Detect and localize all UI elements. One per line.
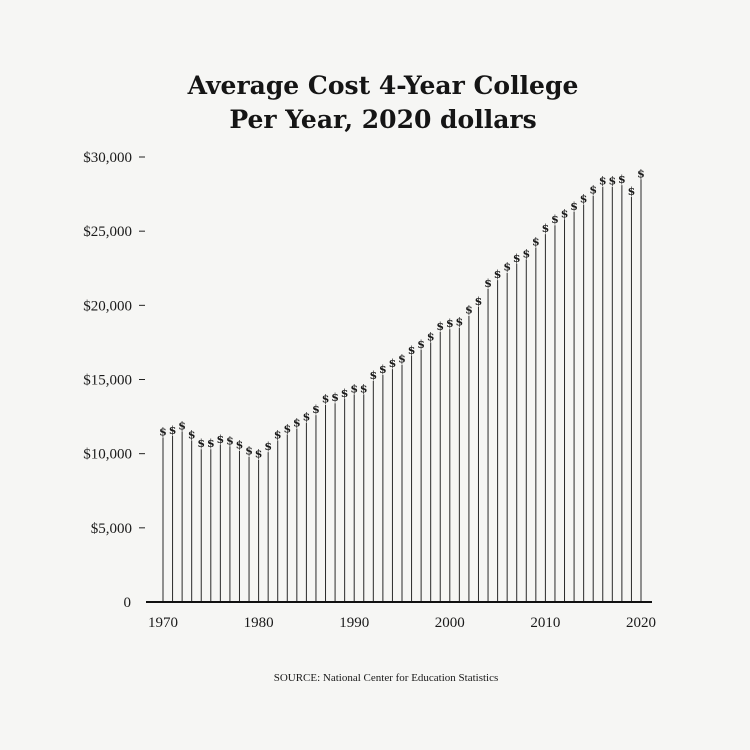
bar-marker-2015: $ — [589, 184, 597, 197]
bar-marker-1971: $ — [169, 424, 177, 437]
y-tick-label: $15,000 — [83, 373, 132, 389]
bar-marker-1976: $ — [217, 433, 225, 446]
x-tick-label: 1990 — [339, 615, 369, 631]
y-tick-label: $30,000 — [83, 150, 132, 166]
bar-marker-2001: $ — [456, 316, 464, 329]
bar-marker-1970: $ — [159, 425, 167, 438]
bar-marker-1975: $ — [207, 437, 215, 450]
bars: $ $ $$$ $ $ $ $ $ $$$ $ $ $$$ $ $ $ $$ $ $ $$ $$$ $ $$$$$$$ $$… — [159, 167, 645, 602]
x-tick-label: 2010 — [530, 615, 560, 631]
bar-marker-2004: $ — [484, 277, 492, 290]
bar-marker-2014: $ — [580, 192, 588, 205]
bar-marker-2011: $ — [551, 213, 559, 226]
bar-marker-1986: $ — [312, 403, 320, 416]
bar-marker-2017: $ — [608, 175, 616, 188]
bar-marker-1996: $ — [408, 344, 416, 357]
x-tick-label: 1980 — [244, 615, 274, 631]
x-tick-label: 1970 — [148, 615, 178, 631]
bar-marker-1977: $ — [226, 434, 234, 447]
bar-marker-1991: $ — [360, 382, 368, 395]
bar-marker-1989: $ — [341, 387, 349, 400]
chart-title-line-2: Per Year, 2020 dollars — [229, 105, 536, 134]
bar-marker-1994: $ — [389, 357, 397, 370]
bar-marker-2013: $ — [570, 200, 578, 213]
bar-marker-2008: $ — [522, 247, 530, 260]
y-tick-label: $20,000 — [83, 298, 132, 314]
bar-marker-2009: $ — [532, 235, 540, 248]
bar-marker-1995: $ — [398, 353, 406, 366]
bar-marker-1999: $ — [436, 320, 444, 333]
x-tick-label: 2000 — [435, 615, 465, 631]
bar-marker-1993: $ — [379, 363, 387, 376]
bar-marker-1990: $ — [350, 382, 358, 395]
chart-title-line-1: Average Cost 4-Year College — [187, 71, 579, 100]
bar-marker-1984: $ — [293, 416, 301, 429]
bar-marker-1978: $ — [236, 439, 244, 452]
bar-marker-2020: $ — [637, 167, 645, 180]
x-axis: 1970 1980 1990 2000 2010 2020 — [148, 615, 656, 631]
bar-marker-1974: $ — [197, 437, 205, 450]
bar-marker-2019: $ — [628, 185, 636, 198]
bar-marker-1980: $ — [255, 448, 263, 461]
bar-marker-1981: $ — [264, 440, 272, 453]
bar-marker-1998: $ — [427, 330, 435, 343]
bar-marker-1979: $ — [245, 445, 253, 458]
x-tick-label: 2020 — [626, 615, 656, 631]
source-note: SOURCE: National Center for Education St… — [274, 672, 499, 684]
y-tick-label: $25,000 — [83, 224, 132, 240]
bar-marker-1987: $ — [322, 393, 330, 406]
bar-marker-2002: $ — [465, 304, 473, 317]
y-tick-label: $10,000 — [83, 447, 132, 463]
y-tick-label: $5,000 — [91, 521, 132, 537]
bar-marker-1997: $ — [417, 338, 425, 351]
bar-marker-1972: $ — [178, 419, 186, 432]
bar-marker-2018: $ — [618, 173, 626, 186]
bar-marker-2012: $ — [561, 207, 569, 220]
bar-marker-1983: $ — [283, 422, 291, 435]
bar-marker-2003: $ — [475, 295, 483, 308]
bar-marker-1988: $ — [331, 391, 339, 404]
bar-marker-1985: $ — [303, 411, 311, 424]
bar-marker-2005: $ — [494, 268, 502, 281]
bar-marker-1973: $ — [188, 428, 196, 441]
bar-marker-2016: $ — [599, 175, 607, 188]
bar-marker-2007: $ — [513, 252, 521, 265]
y-axis: 0 $5,000 $10,000 $15,000 $20,000 $25,000 $30,0… — [83, 150, 145, 611]
y-tick-label: 0 — [124, 595, 132, 611]
bar-marker-1982: $ — [274, 428, 282, 441]
bar-marker-2010: $ — [542, 222, 550, 235]
bar-marker-1992: $ — [369, 369, 377, 382]
bar-marker-2006: $ — [503, 261, 511, 274]
bar-marker-2000: $ — [446, 317, 454, 330]
